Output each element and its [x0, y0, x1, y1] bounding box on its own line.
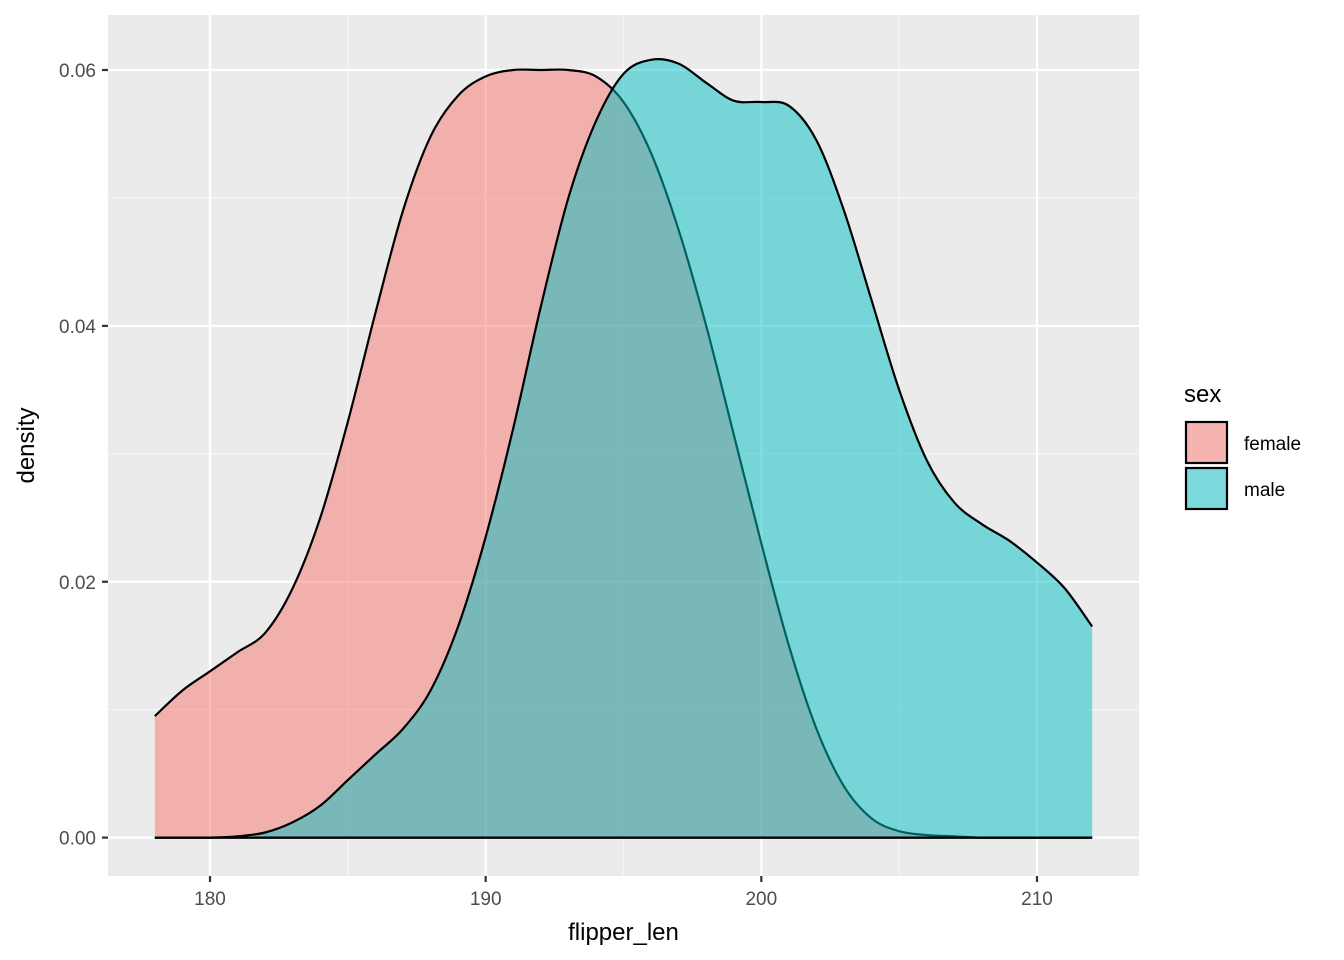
x-tick-label: 210 [1021, 889, 1053, 910]
x-axis-title: flipper_len [568, 919, 679, 946]
y-tick-label: 0.06 [59, 61, 96, 82]
legend-title: sex [1184, 381, 1221, 408]
x-tick-label: 200 [745, 889, 777, 910]
x-tick-label: 190 [470, 889, 502, 910]
legend-swatch-male [1184, 466, 1229, 511]
legend-label-male: male [1244, 480, 1285, 501]
density-area-male [154, 59, 1093, 838]
density-series [154, 58, 1094, 839]
x-tick-label: 180 [194, 889, 226, 910]
legend-swatch-female [1184, 420, 1229, 465]
y-tick-label: 0.02 [59, 573, 96, 594]
y-tick-label: 0.04 [59, 317, 96, 338]
legend-item-male: male [1184, 466, 1285, 511]
y-axis-title: density [13, 407, 40, 483]
legend-items: female male [1184, 420, 1301, 511]
axes: 180 190 200 210 0.00 0.02 0.04 0.06 [59, 61, 1053, 910]
legend: sex female male [1184, 381, 1301, 511]
legend-label-female: female [1244, 434, 1301, 455]
legend-item-female: female [1184, 420, 1301, 465]
density-line-male [154, 58, 1094, 839]
y-tick-label: 0.00 [59, 829, 96, 850]
